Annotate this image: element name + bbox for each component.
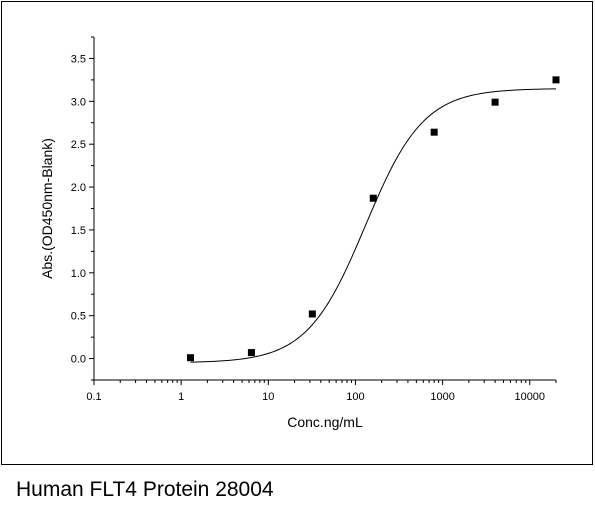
y-tick-label: 2.0 — [71, 182, 86, 194]
data-point — [308, 310, 316, 318]
x-tick-label: 0.1 — [86, 391, 101, 403]
figure-caption: Human FLT4 Protein 28004 — [16, 478, 274, 501]
x-tick-label: 1 — [178, 391, 184, 403]
fit-curve — [190, 88, 557, 363]
y-tick-label: 2.5 — [71, 139, 86, 151]
x-tick-label: 10000 — [514, 391, 545, 403]
x-tick-label: 100 — [346, 391, 364, 403]
chart: 0.0 0.5 1.0 1.5 2.0 2.5 3.0 3.5 0.1 1 10 100 1000 100… — [39, 36, 560, 430]
x-tick-label: 10 — [262, 391, 274, 403]
data-point — [552, 76, 560, 84]
x-tick-label: 1000 — [430, 391, 454, 403]
y-axis-title: Abs.(OD450nm-Blank) — [39, 138, 55, 279]
y-tick-label: 1.0 — [71, 268, 86, 280]
data-point — [369, 194, 377, 202]
y-tick-label: 3.0 — [71, 96, 86, 108]
data-point — [247, 349, 255, 357]
data-points — [186, 76, 560, 362]
x-axis-title: Conc.ng/mL — [287, 414, 363, 430]
data-point — [491, 98, 499, 106]
y-tick-label: 0.5 — [71, 311, 86, 323]
chart-frame — [1, 1, 593, 465]
data-point — [186, 354, 194, 362]
axes: 0.0 0.5 1.0 1.5 2.0 2.5 3.0 3.5 0.1 1 10 100 1000 100… — [71, 36, 557, 403]
y-tick-label: 0.0 — [71, 354, 86, 366]
y-tick-label: 1.5 — [71, 225, 86, 237]
y-tick-label: 3.5 — [71, 53, 86, 65]
data-point — [430, 128, 438, 136]
